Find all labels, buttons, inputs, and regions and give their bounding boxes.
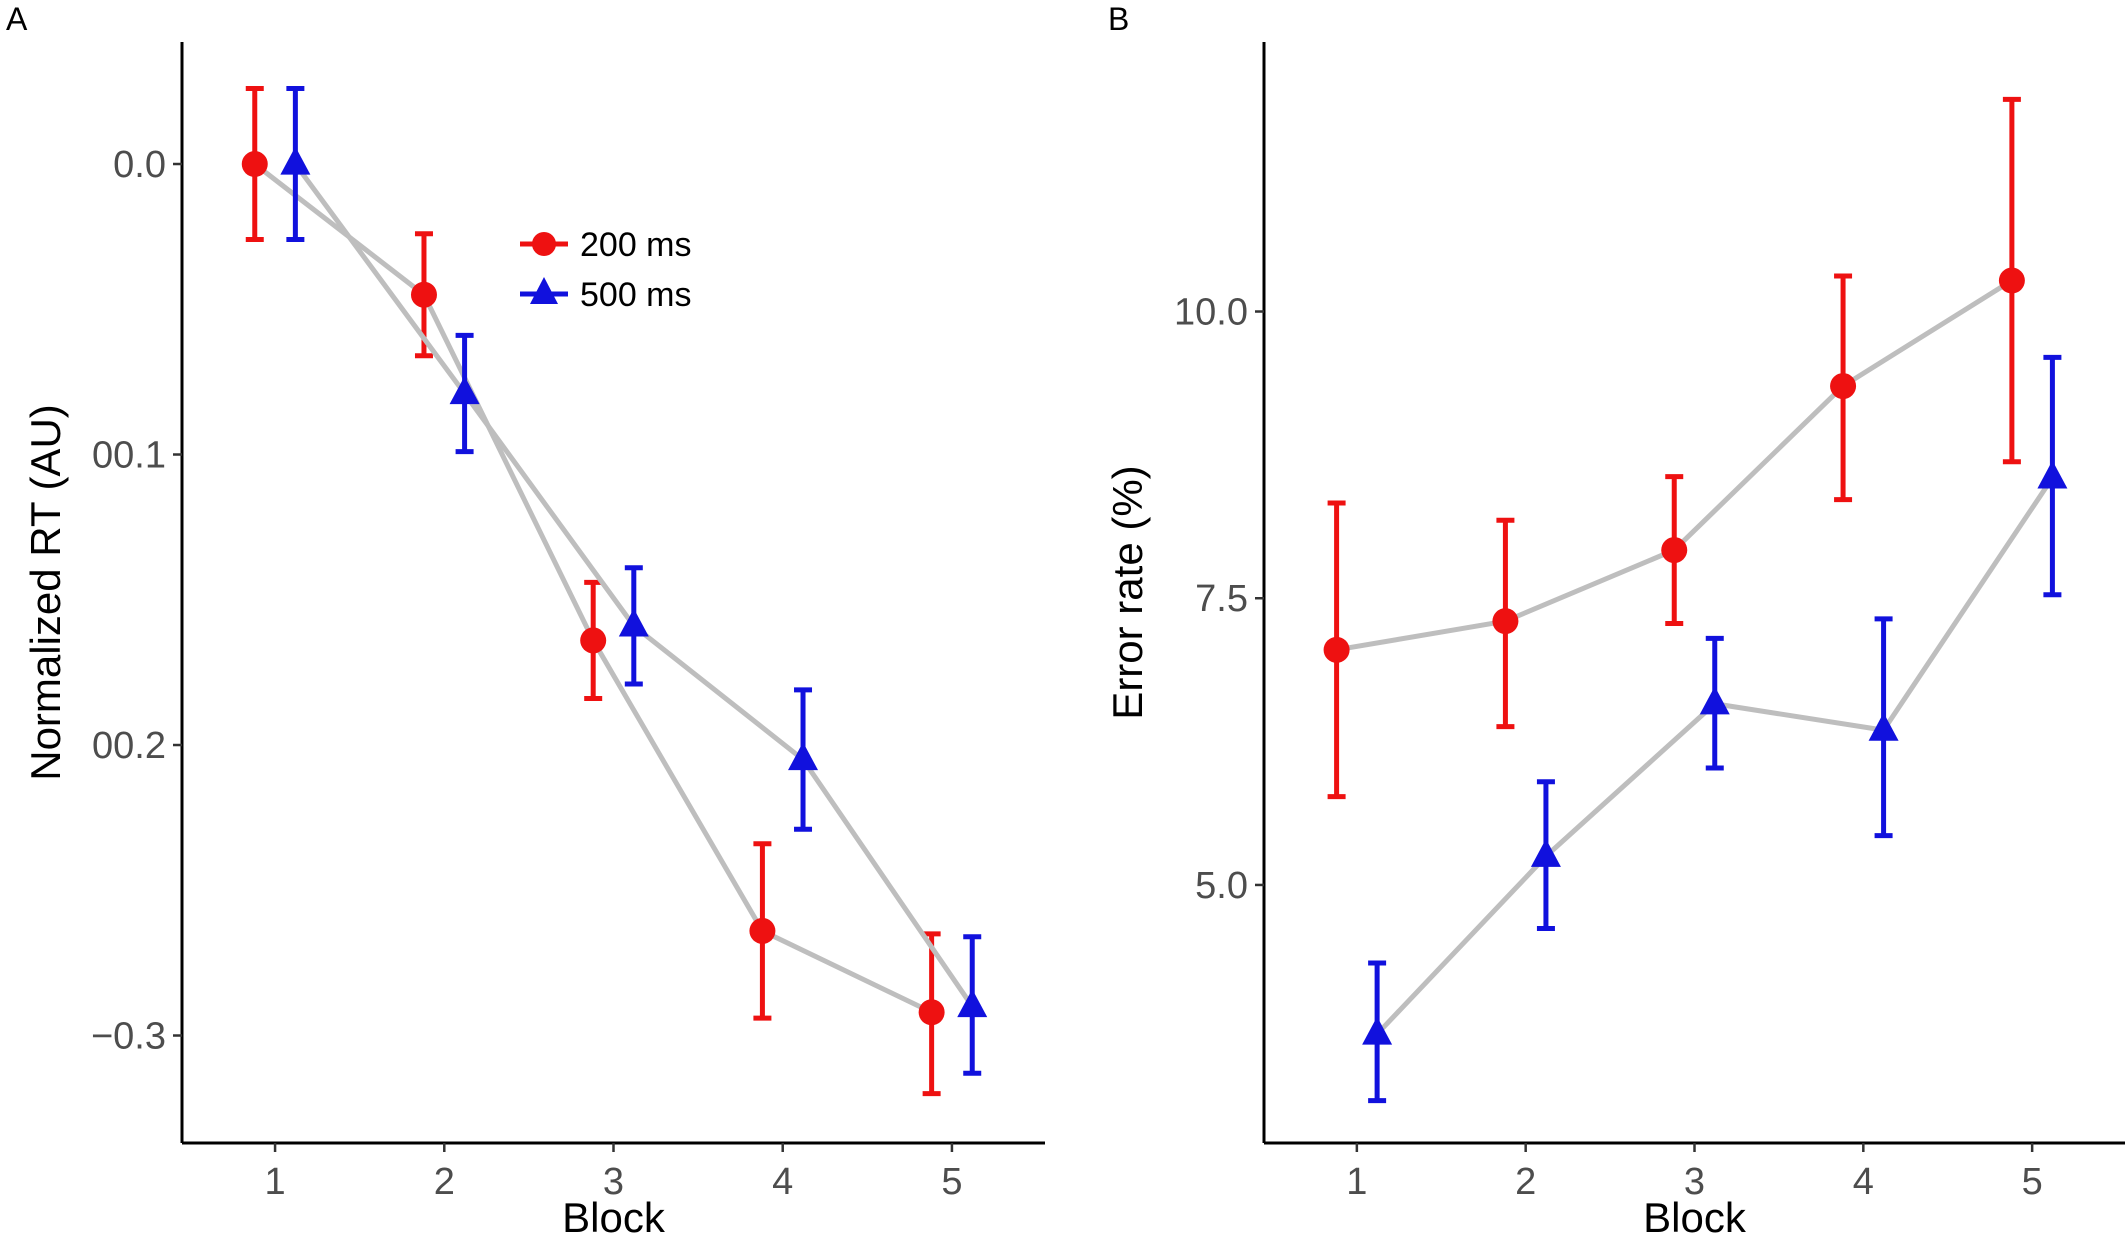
x-axis-title: Block	[1643, 1194, 1747, 1241]
x-tick-label: 5	[941, 1161, 962, 1203]
legend-marker-circle	[532, 232, 556, 256]
x-tick-label: 4	[772, 1161, 793, 1203]
x-tick-label: 4	[1853, 1161, 1874, 1203]
data-point-triangle	[1362, 1016, 1393, 1045]
data-point-circle	[918, 999, 945, 1026]
data-point-triangle	[280, 146, 311, 175]
data-point-circle	[1998, 267, 2025, 294]
x-tick-label: 5	[2022, 1161, 2043, 1203]
y-tick-label: 10.0	[1174, 292, 1248, 334]
y-tick-label: 0.0	[113, 144, 166, 186]
y-axis-title: Error rate (%)	[1104, 465, 1151, 719]
panel-letter-a: A	[6, 1, 28, 37]
panel-a: 0.0 00.1 00.2 −0.3 1 2 3 4 5 Block Normalized RT (…	[22, 42, 1045, 1241]
y-tick-label: 00.2	[92, 725, 166, 767]
y-tick-label: 00.1	[92, 435, 166, 477]
data-point-circle	[1661, 537, 1688, 564]
x-axis-title: Block	[562, 1194, 666, 1241]
data-point-circle	[410, 281, 437, 308]
data-point-triangle	[1530, 838, 1561, 867]
data-point-triangle	[618, 608, 649, 637]
data-point-circle	[241, 151, 268, 178]
legend: 200 ms 500 ms	[520, 226, 692, 314]
data-point-circle	[580, 627, 607, 654]
panel-letter-b: B	[1108, 1, 1129, 37]
y-tick-label: 7.5	[1195, 578, 1248, 620]
data-point-circle	[1492, 608, 1519, 635]
x-tick-label: 1	[1346, 1161, 1367, 1203]
data-point-circle	[1323, 636, 1350, 663]
panel-b: 5.0 7.5 10.0 1 2 3 4 5 Block Error rate (%)	[1104, 42, 2125, 1241]
data-point-circle	[749, 917, 776, 944]
x-tick-label: 1	[264, 1161, 285, 1203]
data-point-triangle	[1868, 712, 1899, 741]
data-point-triangle	[788, 742, 819, 771]
legend-label: 200 ms	[580, 226, 692, 264]
y-tick-label: −0.3	[91, 1016, 166, 1058]
y-tick-label: 5.0	[1195, 865, 1248, 907]
data-point-triangle	[957, 989, 988, 1018]
data-point-triangle	[449, 376, 480, 405]
x-tick-label: 2	[434, 1161, 455, 1203]
x-tick-label: 2	[1515, 1161, 1536, 1203]
legend-label: 500 ms	[580, 276, 692, 314]
legend-marker-triangle	[530, 277, 558, 304]
data-point-triangle	[1699, 686, 1730, 715]
x-tick-label: 3	[603, 1161, 624, 1203]
x-tick-label: 3	[1684, 1161, 1705, 1203]
y-axis-title: Normalized RT (AU)	[22, 404, 69, 781]
data-point-circle	[1830, 373, 1857, 400]
data-point-triangle	[2037, 460, 2068, 489]
